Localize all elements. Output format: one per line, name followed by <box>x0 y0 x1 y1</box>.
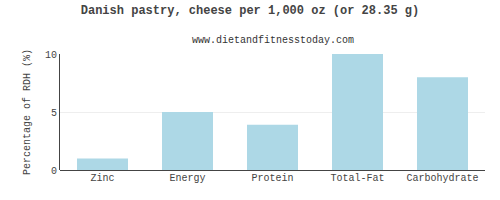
svg-text:0: 0 <box>51 166 57 177</box>
svg-text:Danish pastry, cheese per 1,00: Danish pastry, cheese per 1,000 oz (or 2… <box>81 4 419 18</box>
svg-text:Carbohydrate: Carbohydrate <box>406 173 478 184</box>
svg-text:Energy: Energy <box>169 173 205 184</box>
svg-text:10: 10 <box>45 50 57 61</box>
svg-text:Total-Fat: Total-Fat <box>330 173 384 184</box>
svg-text:5: 5 <box>51 108 57 119</box>
svg-text:Protein: Protein <box>251 173 293 184</box>
svg-text:Percentage of RDH (%): Percentage of RDH (%) <box>22 49 33 175</box>
svg-text:www.dietandfitnesstoday.com: www.dietandfitnesstoday.com <box>192 35 354 46</box>
svg-text:Zinc: Zinc <box>90 173 114 184</box>
